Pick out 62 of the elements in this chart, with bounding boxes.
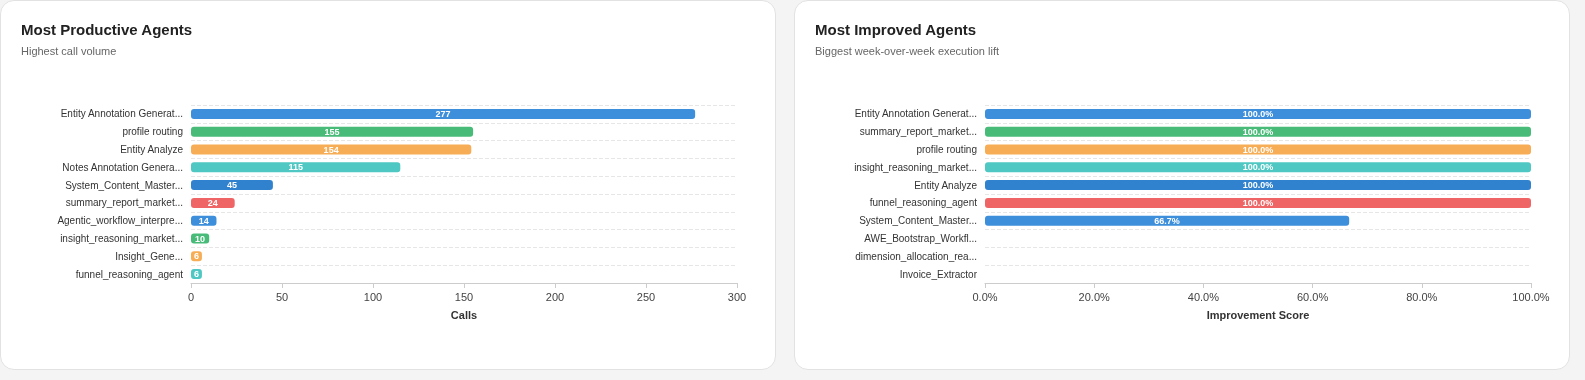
x-tick-label: 150	[454, 290, 474, 303]
x-tick-label: 250	[636, 290, 656, 303]
y-tick-label: insight_reasoning_market...	[60, 233, 183, 244]
y-tick-label: profile routing	[916, 144, 977, 155]
data-label: 100.0%	[1242, 108, 1274, 119]
x-tick-label: 80.0%	[1406, 290, 1438, 303]
data-label: 115	[288, 162, 303, 173]
bar	[191, 197, 235, 208]
y-tick-label: System_Content_Master...	[65, 179, 183, 191]
data-label: 24	[207, 197, 218, 208]
data-label: 277	[435, 108, 451, 119]
y-tick-label: Entity Analyze	[120, 144, 184, 155]
data-label: 155	[324, 126, 340, 137]
x-tick-label: 0.0%	[972, 290, 998, 303]
y-tick-label: Entity Annotation Generat...	[60, 108, 183, 120]
x-tick-label: 300	[727, 290, 747, 303]
y-tick-label: Entity Analyze	[914, 179, 978, 191]
data-label: 100.0%	[1242, 197, 1274, 208]
data-label: 6	[193, 269, 199, 280]
bar	[191, 180, 273, 191]
data-label: 100.0%	[1242, 144, 1274, 155]
y-tick-label: Agentic_workflow_interpre...	[57, 215, 183, 227]
text: Highest call volume	[21, 45, 117, 57]
y-tick-label: funnel_reasoning_agent	[869, 197, 978, 209]
y-tick-label: profile routing	[122, 126, 183, 138]
y-tick-label: System_Content_Master...	[859, 215, 977, 227]
bar	[191, 126, 474, 137]
y-tick-label: AWE_Bootstrap_Workfl...	[864, 233, 977, 244]
x-axis-title: Calls	[450, 308, 478, 321]
x-tick-label: 200	[545, 290, 565, 303]
y-tick-label: dimension_allocation_rea...	[855, 250, 977, 262]
x-tick-label: 20.0%	[1078, 290, 1111, 303]
chart-title: Most Improved Agents	[815, 21, 977, 38]
x-tick-label: 0	[187, 290, 195, 303]
y-tick-label: insight_reasoning_market...	[854, 161, 977, 173]
data-label: 45	[226, 180, 237, 191]
y-tick-label: summary_report_market...	[65, 197, 183, 209]
data-label: 14	[198, 215, 209, 226]
data-label: 154	[323, 144, 339, 155]
data-label: 6	[193, 251, 199, 262]
chart-title: Most Productive Agents	[21, 21, 193, 38]
y-tick-label: Notes Annotation Genera...	[62, 161, 183, 173]
bar	[191, 144, 472, 155]
data-label: 100.0%	[1242, 126, 1274, 137]
x-tick-label: 50	[275, 290, 289, 303]
data-label: 100.0%	[1242, 162, 1274, 173]
data-label: 100.0%	[1242, 180, 1274, 191]
y-tick-label: Invoice_Extractor	[899, 268, 978, 280]
y-tick-label: summary_report_market...	[859, 126, 977, 138]
data-label: 10	[195, 233, 206, 244]
bar	[191, 108, 696, 119]
chart-subtitle: Biggest week-over-week execution lift	[815, 45, 1000, 57]
y-tick-label: Entity Annotation Generat...	[854, 108, 977, 120]
x-tick-label: 40.0%	[1187, 290, 1220, 303]
x-tick-label: 100.0%	[1512, 290, 1550, 303]
bar	[191, 162, 401, 173]
x-tick-label: 100	[363, 290, 383, 303]
x-tick-label: 60.0%	[1297, 290, 1329, 303]
x-axis-title: Improvement Score	[1206, 308, 1310, 321]
y-tick-label: funnel_reasoning_agent	[75, 268, 184, 280]
y-tick-label: Insight_Gene...	[115, 250, 183, 262]
data-label: 66.7%	[1154, 215, 1180, 226]
